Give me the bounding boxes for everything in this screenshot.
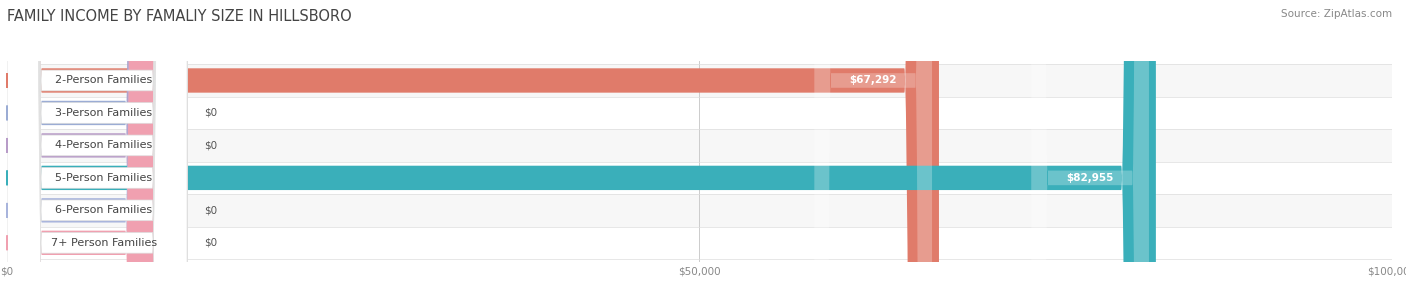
Bar	[7, 194, 1392, 227]
Text: 7+ Person Families: 7+ Person Families	[51, 238, 157, 248]
FancyBboxPatch shape	[7, 0, 187, 305]
Text: Source: ZipAtlas.com: Source: ZipAtlas.com	[1281, 9, 1392, 19]
Bar	[7, 227, 1392, 259]
FancyBboxPatch shape	[7, 0, 160, 305]
Text: $0: $0	[204, 140, 217, 150]
Text: 6-Person Families: 6-Person Families	[55, 205, 152, 215]
Text: FAMILY INCOME BY FAMALIY SIZE IN HILLSBORO: FAMILY INCOME BY FAMALIY SIZE IN HILLSBO…	[7, 9, 351, 24]
Bar	[7, 97, 1392, 129]
Text: $0: $0	[204, 108, 217, 118]
Text: $67,292: $67,292	[849, 75, 897, 85]
FancyBboxPatch shape	[7, 0, 160, 305]
FancyBboxPatch shape	[7, 0, 160, 305]
FancyBboxPatch shape	[7, 0, 187, 305]
FancyBboxPatch shape	[814, 0, 932, 305]
FancyBboxPatch shape	[7, 0, 1156, 305]
Text: 4-Person Families: 4-Person Families	[55, 140, 153, 150]
FancyBboxPatch shape	[7, 0, 187, 305]
Text: 3-Person Families: 3-Person Families	[55, 108, 152, 118]
FancyBboxPatch shape	[7, 0, 939, 305]
FancyBboxPatch shape	[7, 0, 187, 305]
Text: 2-Person Families: 2-Person Families	[55, 75, 153, 85]
Text: $0: $0	[204, 205, 217, 215]
Bar	[7, 162, 1392, 194]
FancyBboxPatch shape	[1031, 0, 1149, 305]
Text: $82,955: $82,955	[1066, 173, 1114, 183]
FancyBboxPatch shape	[7, 0, 187, 305]
Bar	[7, 129, 1392, 162]
FancyBboxPatch shape	[7, 0, 160, 305]
Text: 5-Person Families: 5-Person Families	[55, 173, 152, 183]
Text: $0: $0	[204, 238, 217, 248]
Bar	[7, 64, 1392, 97]
FancyBboxPatch shape	[7, 0, 187, 305]
